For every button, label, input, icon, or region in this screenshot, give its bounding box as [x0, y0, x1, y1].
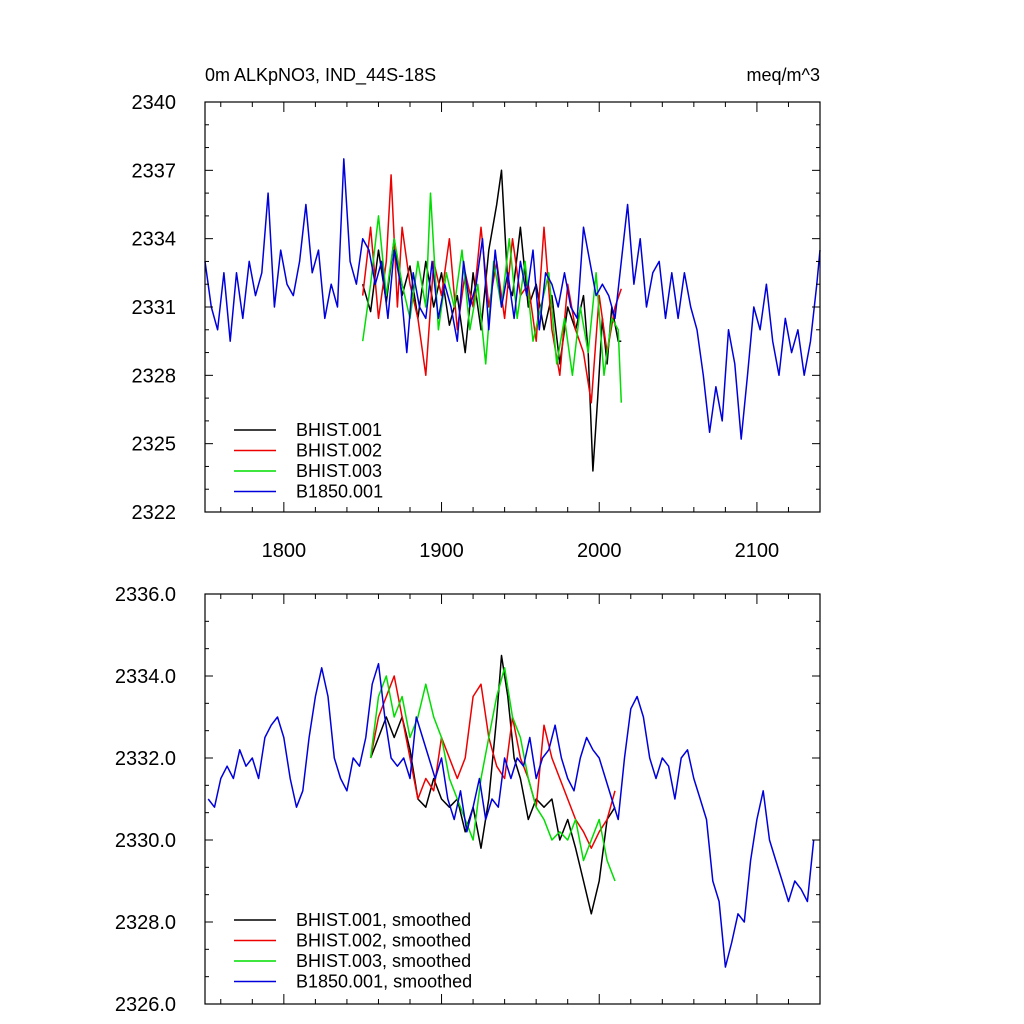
top-axes-ticks: 2322 2325 2328 2331 2334 2337 2340 1800 1900 2000…: [132, 92, 821, 562]
series-line-2: [369, 667, 616, 882]
bottom-plot-frame: [204, 593, 821, 1005]
y-tick-label: 2332.0: [115, 748, 176, 770]
legend-label: B1850.001, smoothed: [296, 972, 472, 992]
series-line-3: [207, 662, 815, 968]
y-tick-label: 2337: [132, 160, 177, 182]
top-panel-title: 0m ALKpNO3, IND_44S-18S: [205, 65, 436, 86]
series-line-3: [204, 158, 821, 440]
y-tick-label: 2336.0: [115, 584, 176, 606]
y-tick-label: 2334: [132, 229, 177, 251]
top-panel-units: meq/m^3: [747, 65, 820, 85]
x-tick-label: 2000: [577, 540, 622, 562]
bottom-plot-series: [207, 654, 815, 968]
y-tick-label: 2326.0: [115, 994, 176, 1016]
y-tick-label: 2330.0: [115, 830, 176, 852]
series-line-0: [369, 654, 616, 915]
bottom-panel: 2326.0 2328.0 2330.0 2332.0 2334.0 2336.0 BHI…: [115, 584, 821, 1016]
legend-label: BHIST.001: [296, 420, 382, 440]
bottom-axes-ticks: 2326.0 2328.0 2330.0 2332.0 2334.0 2336.0: [115, 584, 821, 1016]
y-tick-label: 2331: [132, 297, 177, 319]
top-panel: 0m ALKpNO3, IND_44S-18S meq/m^3 2322 2325…: [132, 65, 821, 562]
legend-label: BHIST.003, smoothed: [296, 951, 471, 971]
y-tick-label: 2328.0: [115, 912, 176, 934]
legend-label: B1850.001: [296, 482, 383, 502]
x-tick-label: 1800: [262, 540, 307, 562]
y-tick-label: 2328: [132, 365, 177, 387]
legend-label: BHIST.001, smoothed: [296, 910, 471, 930]
top-plot-series: [204, 158, 821, 472]
y-tick-label: 2325: [132, 434, 177, 456]
x-tick-label: 2100: [735, 540, 780, 562]
series-line-0: [361, 169, 622, 472]
legend-label: BHIST.002: [296, 441, 382, 461]
legend-label: BHIST.003: [296, 461, 382, 481]
x-tick-label: 1900: [419, 540, 464, 562]
series-line-1: [361, 174, 623, 404]
y-tick-label: 2340: [132, 92, 177, 114]
y-tick-label: 2334.0: [115, 666, 176, 688]
legend-label: BHIST.002, smoothed: [296, 931, 471, 951]
y-tick-label: 2322: [132, 502, 177, 524]
